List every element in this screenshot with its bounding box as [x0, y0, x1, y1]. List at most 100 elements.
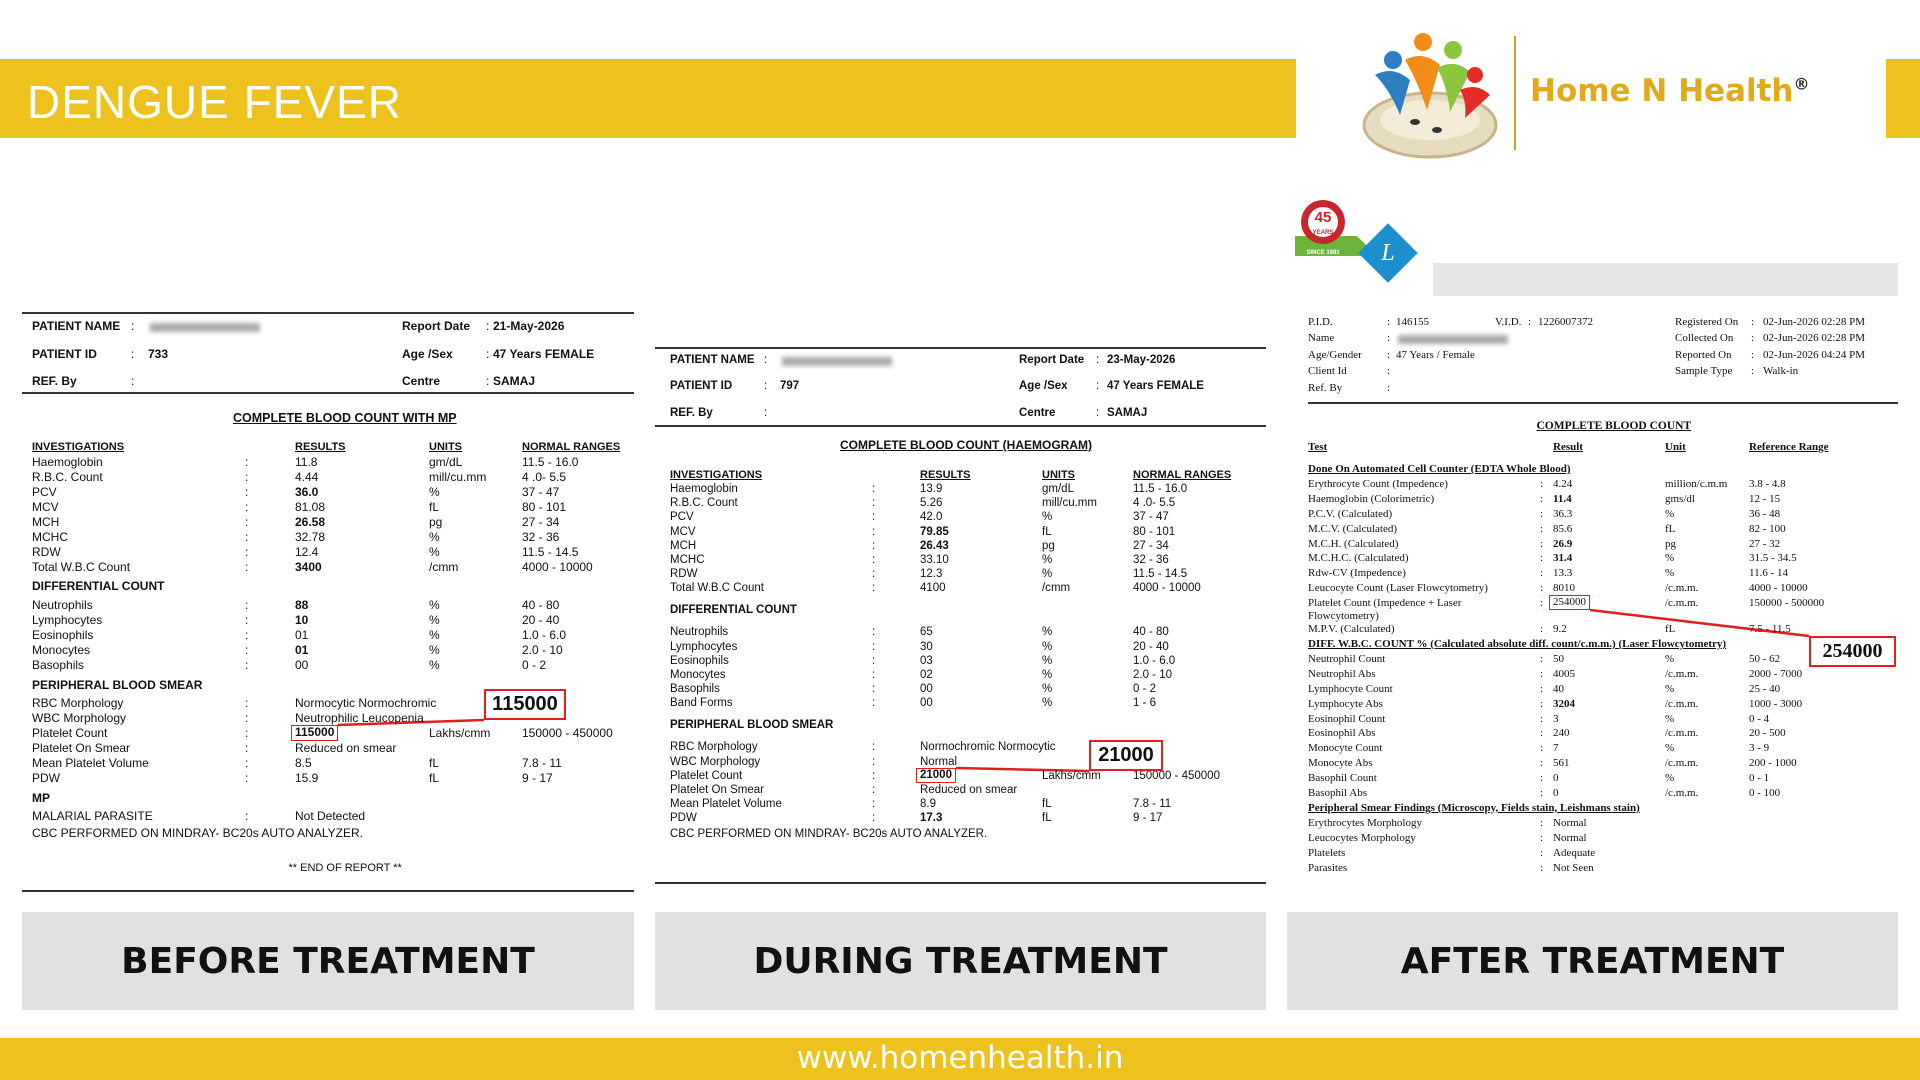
- info-colon: :: [1387, 382, 1391, 394]
- header-bar-end: [1886, 59, 1920, 138]
- lab-header-band: [1433, 263, 1898, 296]
- range: 3 - 9: [1749, 742, 1770, 755]
- unit: million/c.m.m: [1665, 477, 1728, 490]
- info-colon: :: [1387, 349, 1391, 361]
- result: Not Seen: [1553, 861, 1594, 874]
- range: 7.8 - 11: [1133, 798, 1172, 811]
- test-name: Platelet Count (Impedence + Laser Flowcy…: [1308, 597, 1462, 622]
- unit: /c.m.m.: [1665, 667, 1699, 680]
- range: 1 - 6: [1133, 697, 1157, 710]
- colon: :: [1540, 846, 1544, 859]
- range: 1.0 - 6.0: [522, 628, 567, 643]
- info-colon: :: [131, 374, 135, 388]
- test-name: Haemoglobin (Colorimetric): [1308, 492, 1435, 505]
- range: 82 - 100: [1749, 522, 1786, 535]
- test-name: Total W.B.C Count: [32, 560, 131, 574]
- report-title: COMPLETE BLOOD COUNT: [1536, 420, 1692, 432]
- range: 3.8 - 4.8: [1749, 477, 1786, 490]
- info-label: REF. By: [670, 407, 713, 419]
- colon: :: [245, 756, 249, 771]
- unit: %: [429, 643, 440, 658]
- result: 254000: [1549, 595, 1590, 610]
- result: 4005: [1553, 667, 1575, 680]
- colon: :: [872, 511, 876, 524]
- range: 7.5 - 11.5: [1749, 623, 1791, 636]
- section-heading: DIFFERENTIAL COUNT: [32, 579, 165, 594]
- result: 85.6: [1553, 522, 1573, 535]
- redacted-name: [150, 323, 260, 332]
- range: 32 - 36: [522, 530, 560, 544]
- info-label: Registered On: [1675, 316, 1739, 328]
- result: 01: [295, 643, 309, 658]
- range: 150000 - 450000: [522, 726, 613, 741]
- test-name: Monocyte Abs: [1308, 757, 1373, 770]
- info-colon: :: [131, 319, 135, 333]
- test-name: WBC Morphology: [670, 755, 761, 768]
- result: 26.9: [1553, 537, 1573, 550]
- rule: [1308, 402, 1898, 404]
- info-label: PATIENT ID: [32, 347, 97, 361]
- result: 26.58: [295, 515, 326, 529]
- info-label: Centre: [1019, 407, 1056, 419]
- range: 9 - 17: [522, 771, 553, 786]
- unit: %: [429, 658, 440, 673]
- result: 13.9: [920, 483, 943, 495]
- colon: :: [1540, 623, 1544, 636]
- footer-bar: [0, 1038, 1920, 1080]
- info-colon: :: [1751, 365, 1755, 377]
- colon: :: [872, 741, 876, 754]
- range: 25 - 40: [1749, 682, 1781, 695]
- colon: :: [1540, 772, 1544, 785]
- result: Normochromic Normocytic: [920, 741, 1056, 754]
- test-name: Eosinophils: [32, 628, 94, 643]
- test-name: Parasites: [1308, 861, 1348, 874]
- unit: /c.m.m.: [1665, 597, 1699, 610]
- unit: fL: [1665, 623, 1676, 636]
- column-header: NORMAL RANGES: [1133, 469, 1232, 481]
- result: Adequate: [1553, 846, 1596, 859]
- unit: %: [1042, 669, 1053, 682]
- column-header: Unit: [1665, 441, 1686, 453]
- unit: gm/dL: [429, 455, 463, 469]
- info-label: Client Id: [1308, 365, 1347, 377]
- test-name: Platelet On Smear: [32, 741, 131, 756]
- result: 8.5: [295, 756, 312, 771]
- rule: [655, 425, 1266, 427]
- range: 12 - 15: [1749, 492, 1781, 505]
- test-name: Haemoglobin: [32, 455, 103, 469]
- test-name: Platelet Count: [32, 726, 108, 741]
- callout: 21000: [1089, 740, 1163, 771]
- unit: %: [1665, 567, 1675, 580]
- colon: :: [1540, 697, 1544, 710]
- result: 7: [1553, 742, 1559, 755]
- range: 0 - 1: [1749, 772, 1770, 785]
- colon: :: [245, 613, 249, 628]
- colon: :: [245, 515, 249, 529]
- info-value: 1226007372: [1538, 316, 1593, 328]
- colon: :: [245, 658, 249, 673]
- result: 21000: [916, 767, 956, 784]
- result: 31.4: [1553, 552, 1573, 565]
- info-label: Age /Sex: [1019, 380, 1068, 392]
- result: Reduced on smear: [295, 741, 397, 756]
- unit: fL: [1042, 798, 1052, 811]
- result: 79.85: [920, 525, 949, 538]
- section-heading: Peripheral Smear Findings (Microscopy, F…: [1308, 801, 1640, 814]
- info-value: 47 Years FEMALE: [1107, 380, 1204, 392]
- unit: %: [429, 598, 440, 613]
- colon: :: [1540, 507, 1544, 520]
- unit: fL: [429, 756, 440, 771]
- test-name: Leucocyte Count (Laser Flowcytometry): [1308, 582, 1488, 595]
- unit: %: [1042, 554, 1053, 566]
- result: 88: [295, 598, 309, 613]
- test-name: Mean Platelet Volume: [670, 798, 782, 811]
- colon: :: [1540, 787, 1544, 799]
- unit: /cmm: [429, 560, 459, 574]
- range: 4000 - 10000: [522, 560, 593, 574]
- colon: :: [872, 812, 876, 825]
- badge-number: 45: [1315, 209, 1332, 226]
- unit: /c.m.m.: [1665, 697, 1699, 710]
- colon: :: [1540, 522, 1544, 535]
- range: 40 - 80: [522, 598, 560, 613]
